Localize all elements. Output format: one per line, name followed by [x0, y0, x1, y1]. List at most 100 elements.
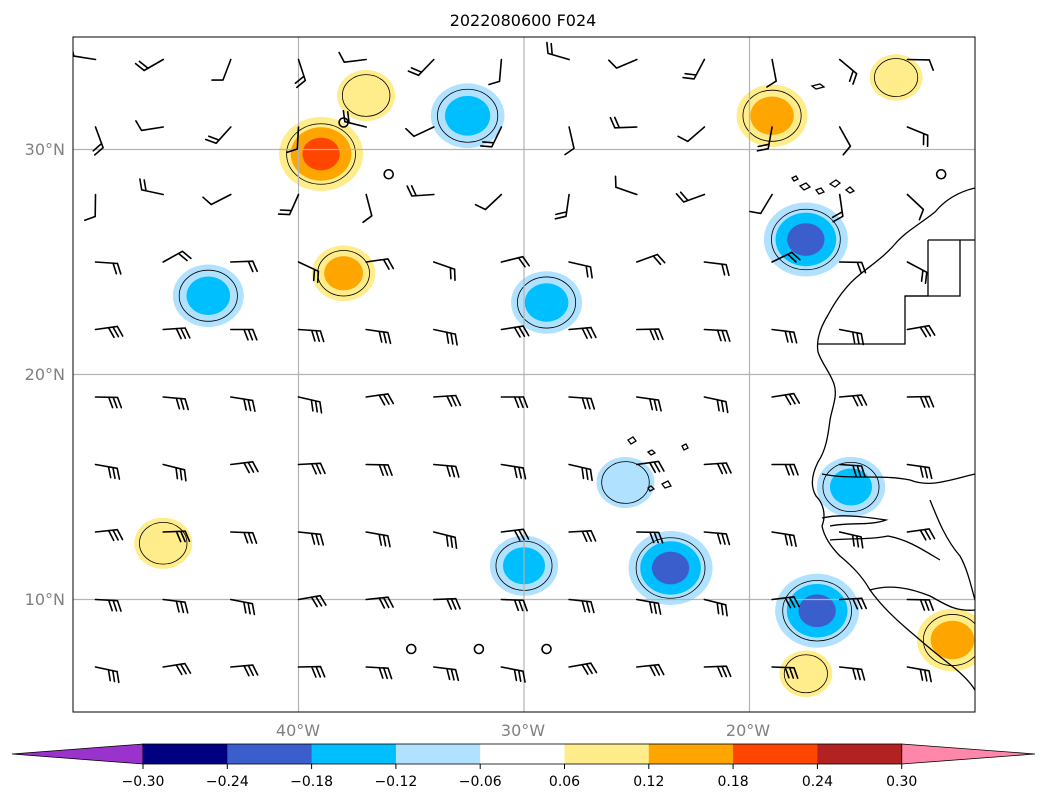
calm-wind-circle	[541, 643, 552, 655]
wind-barb	[703, 396, 729, 414]
wind-barb	[297, 261, 320, 284]
wind-barb	[906, 58, 934, 71]
wind-barb	[500, 463, 527, 480]
border-gambia	[821, 515, 889, 527]
anomaly-contour	[787, 223, 825, 256]
border-mauritania	[905, 240, 961, 297]
anomaly-blob	[430, 83, 505, 149]
wind-barb	[838, 394, 868, 407]
anomaly-blob	[916, 608, 975, 672]
wind-barb	[636, 460, 665, 474]
wind-barb	[906, 666, 932, 683]
wind-barb	[297, 594, 327, 608]
anomaly-contour	[337, 69, 396, 122]
wind-barb	[682, 58, 706, 80]
wind-barb	[677, 126, 706, 143]
wind-barb	[831, 193, 844, 223]
wind-barb	[230, 396, 256, 412]
colorbar-segment	[564, 744, 650, 764]
map-area	[73, 37, 975, 712]
anomaly-blob	[628, 531, 713, 605]
anomaly-contour	[829, 468, 873, 506]
y-axis: 30°N 20°N 10°N	[25, 140, 65, 609]
wind-barb	[480, 126, 503, 148]
wind-barb	[636, 531, 664, 544]
wind-barb	[614, 175, 638, 196]
anomaly-contour-line	[822, 461, 880, 513]
wind-barb	[94, 463, 121, 480]
wind-barb	[906, 126, 929, 147]
wind-barb	[906, 261, 928, 285]
anomaly-contour	[779, 650, 833, 697]
wind-barb	[94, 598, 122, 612]
calm-wind-circle	[405, 643, 417, 655]
y-tick-label: 30°N	[25, 140, 65, 159]
border-inland	[929, 499, 975, 601]
wind-barb	[756, 126, 773, 152]
anomaly-contour	[869, 54, 923, 101]
anomaly-contour	[596, 456, 655, 509]
wind-barb	[500, 255, 530, 268]
anomaly-contour-line	[783, 654, 828, 694]
wind-barb	[433, 531, 458, 549]
wind-barb	[230, 598, 256, 616]
wind-barb	[135, 120, 164, 132]
wind-barb	[365, 531, 391, 548]
wind-barb	[771, 531, 797, 547]
wind-barb	[162, 662, 192, 676]
wind-barbs	[73, 41, 947, 684]
wind-barb	[433, 666, 460, 682]
wind-barb	[433, 597, 461, 610]
wind-barb	[636, 328, 664, 341]
wind-barb	[636, 663, 665, 677]
wind-barb	[675, 191, 706, 203]
wind-barb	[500, 598, 528, 612]
wind-barb	[838, 597, 867, 610]
x-axis: 40°W 30°W 20°W	[276, 721, 770, 740]
wind-barb	[500, 325, 530, 338]
wind-barb	[162, 327, 191, 340]
wind-barb	[771, 596, 800, 609]
wind-barb	[338, 51, 367, 63]
wind-barb	[139, 178, 164, 196]
anomaly-blob	[763, 202, 848, 277]
wind-barb	[771, 463, 799, 476]
wind-barb	[162, 530, 191, 543]
colorbar-segment	[480, 744, 565, 764]
wind-barb	[500, 396, 529, 409]
wind-barb	[568, 261, 593, 279]
y-tick-label: 10°N	[25, 590, 65, 609]
wind-barb	[703, 598, 728, 617]
colorbar-tick-label: −0.24	[206, 774, 249, 790]
wind-barb	[94, 325, 124, 339]
colorbar-segment	[311, 744, 397, 764]
wind-barb	[838, 463, 866, 478]
madeira-island	[810, 83, 826, 90]
colorbar-extend-low	[11, 743, 144, 765]
calm-wind-circle	[935, 168, 947, 180]
anomaly-contour-line	[782, 580, 852, 642]
wind-barb	[84, 193, 97, 222]
border-senegal	[821, 473, 975, 484]
wind-barb	[568, 662, 598, 675]
wind-barb	[500, 666, 526, 683]
wind-barb	[205, 126, 232, 145]
anomaly-blob	[596, 456, 655, 509]
colorbar-tick-label: 0.24	[802, 774, 833, 790]
wind-barb	[277, 193, 300, 216]
wind-barb	[906, 193, 925, 221]
anomaly-contour-line	[341, 74, 391, 117]
wind-barb	[202, 193, 232, 206]
calm-wind-circle	[473, 643, 485, 655]
wind-barb	[474, 193, 503, 211]
wind-barb	[906, 463, 933, 480]
anomaly-blob	[279, 117, 364, 191]
wind-barb	[286, 126, 300, 154]
wind-barb	[230, 531, 258, 544]
wind-barb	[94, 261, 122, 275]
wind-barb	[838, 261, 867, 274]
wind-barb	[73, 48, 97, 61]
colorbar-tick-label: 0.18	[718, 774, 749, 790]
colorbar-tick-label: −0.18	[290, 774, 333, 790]
